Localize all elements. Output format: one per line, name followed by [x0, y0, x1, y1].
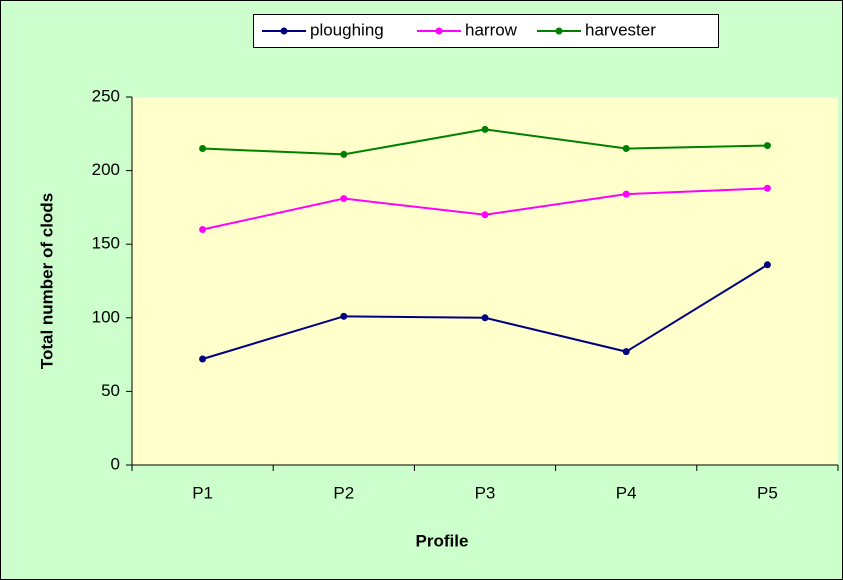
x-tick-label: P5	[757, 483, 778, 502]
y-tick-label: 200	[92, 160, 120, 179]
y-tick-label: 0	[111, 454, 120, 473]
data-point	[763, 261, 771, 269]
data-point	[481, 211, 489, 219]
x-tick-label: P2	[333, 483, 354, 502]
legend-label: harvester	[585, 20, 656, 39]
data-point	[622, 190, 630, 198]
y-tick-label: 100	[92, 307, 120, 326]
data-point	[481, 314, 489, 322]
x-tick-label: P4	[616, 483, 637, 502]
plot-area	[132, 97, 838, 465]
legend-label: ploughing	[310, 20, 384, 39]
x-tick-label: P3	[475, 483, 496, 502]
y-tick-label: 250	[92, 86, 120, 105]
data-point	[199, 355, 207, 363]
legend-marker	[280, 27, 288, 35]
legend-marker	[435, 27, 443, 35]
y-tick-label: 50	[101, 381, 120, 400]
data-point	[340, 312, 348, 320]
data-point	[340, 150, 348, 158]
data-point	[763, 142, 771, 150]
x-tick-label: P1	[192, 483, 213, 502]
x-axis-title: Profile	[416, 531, 469, 550]
data-point	[622, 145, 630, 153]
data-point	[622, 348, 630, 356]
legend-label: harrow	[465, 20, 518, 39]
data-point	[199, 225, 207, 233]
y-axis-title: Total number of clods	[37, 193, 56, 369]
data-point	[340, 195, 348, 203]
data-point	[763, 184, 771, 192]
legend-marker	[555, 27, 563, 35]
y-tick-label: 150	[92, 234, 120, 253]
data-point	[199, 145, 207, 153]
data-point	[481, 125, 489, 133]
legend-box	[253, 14, 719, 48]
